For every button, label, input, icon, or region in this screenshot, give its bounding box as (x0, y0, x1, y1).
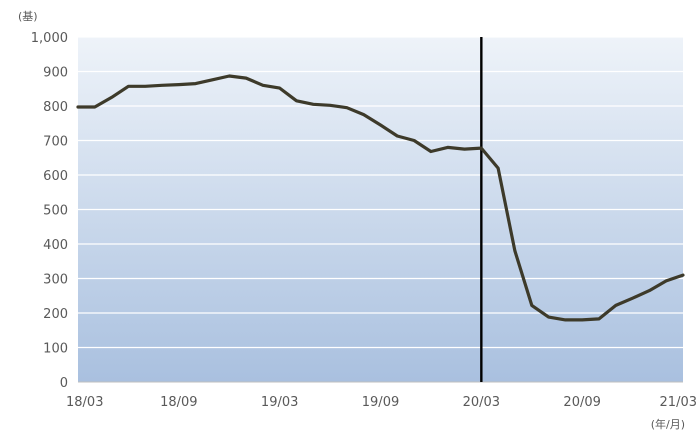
x-tick-label: 19/09 (362, 395, 399, 410)
y-tick-label: 500 (43, 204, 68, 219)
y-tick-label: 900 (43, 66, 68, 81)
y-axis-ticks: 0 100 200 300 400 500 600 700 800 900 1,000 (31, 31, 68, 391)
y-tick-label: 400 (43, 238, 68, 253)
y-tick-label: 100 (43, 342, 68, 357)
y-tick-label: 200 (43, 307, 68, 322)
y-tick-label: 600 (43, 169, 68, 184)
y-tick-label: 1,000 (31, 31, 68, 46)
x-tick-label: 21/03 (660, 395, 697, 410)
y-tick-label: 700 (43, 135, 68, 150)
x-tick-label: 20/03 (463, 395, 500, 410)
x-tick-label: 19/03 (261, 395, 298, 410)
x-tick-label: 20/09 (563, 395, 600, 410)
y-tick-label: 800 (43, 100, 68, 115)
x-tick-label: 18/09 (160, 395, 197, 410)
x-axis-ticks: 18/03 18/09 19/03 19/09 20/03 20/09 21/03 (66, 395, 697, 410)
y-tick-label: 300 (43, 273, 68, 288)
y-tick-label: 0 (60, 376, 68, 391)
x-unit-label: (年/月) (651, 417, 685, 431)
y-unit-label: (基) (18, 10, 38, 23)
x-tick-label: 18/03 (66, 395, 103, 410)
